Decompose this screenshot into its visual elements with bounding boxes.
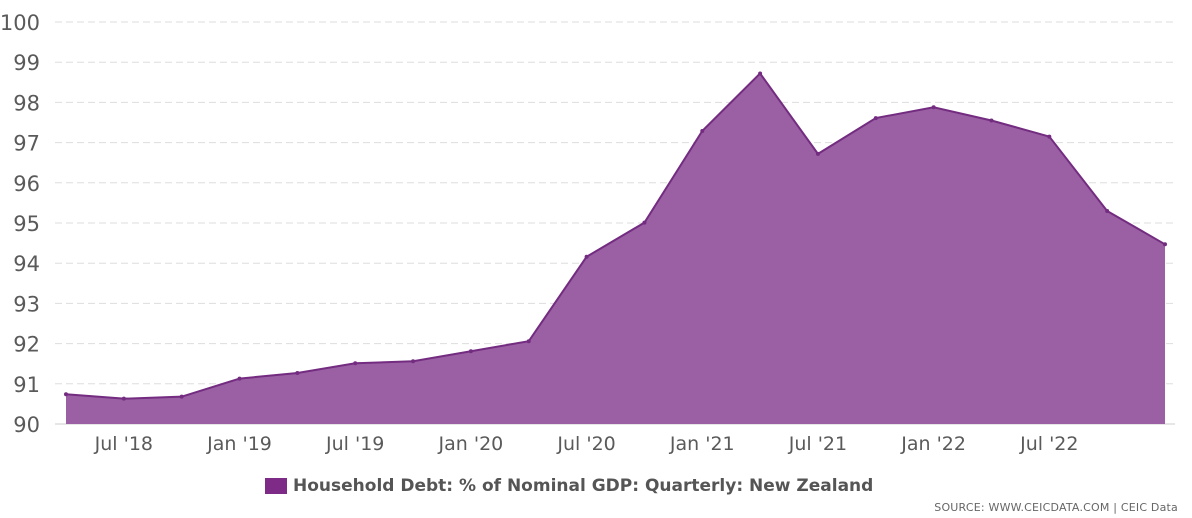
area-layer [64,71,1167,425]
source-credit: SOURCE: WWW.CEICDATA.COM | CEIC Data [934,501,1178,514]
y-tick-label: 95 [13,212,40,236]
y-tick-label: 97 [13,132,40,156]
data-point [121,396,126,401]
x-axis-ticks: Jul '18 Jan '19 Jul '19 Jan '20 Jul '20 Jan '… [94,433,1079,455]
y-tick-label: 94 [13,252,40,276]
y-tick-label: 92 [13,333,40,357]
data-point [584,254,589,259]
x-tick-label: Jul '18 [94,433,153,455]
data-point [931,105,936,110]
data-point [873,116,878,121]
x-tick-label: Jul '19 [325,433,384,455]
data-point [642,220,647,225]
x-tick-label: Jan '20 [438,433,504,455]
data-point [237,376,242,381]
x-tick-label: Jan '21 [669,433,735,455]
legend-label: Household Debt: % of Nominal GDP: Quarte… [293,476,874,496]
y-tick-label: 93 [13,292,40,316]
legend-swatch [265,478,287,494]
data-point [1047,134,1052,139]
data-point [353,361,358,366]
area-fill [66,73,1165,425]
y-tick-label: 99 [13,51,40,75]
y-tick-label: 98 [13,91,40,115]
y-tick-label: 96 [13,172,40,196]
x-tick-label: Jul '22 [1019,433,1078,455]
data-point [815,151,820,156]
data-point [526,339,531,344]
y-tick-label: 100 [0,11,40,35]
x-tick-label: Jan '19 [206,433,272,455]
x-tick-label: Jan '22 [900,433,966,455]
x-tick-label: Jul '21 [788,433,847,455]
data-point [1163,242,1167,247]
y-axis-ticks: 90 91 92 93 94 95 96 97 98 99 100 [0,11,40,437]
data-point [758,71,763,76]
x-tick-label: Jul '20 [556,433,615,455]
y-tick-label: 90 [13,413,40,437]
data-point [411,359,416,364]
y-tick-label: 91 [13,373,40,397]
data-point [295,370,300,375]
data-point [989,118,994,123]
data-point [468,349,473,354]
legend[interactable]: Household Debt: % of Nominal GDP: Quarte… [265,476,873,496]
data-point [179,394,184,399]
data-point [700,128,705,133]
series-line [65,71,1166,400]
data-point [64,392,68,397]
data-point [1105,208,1110,213]
